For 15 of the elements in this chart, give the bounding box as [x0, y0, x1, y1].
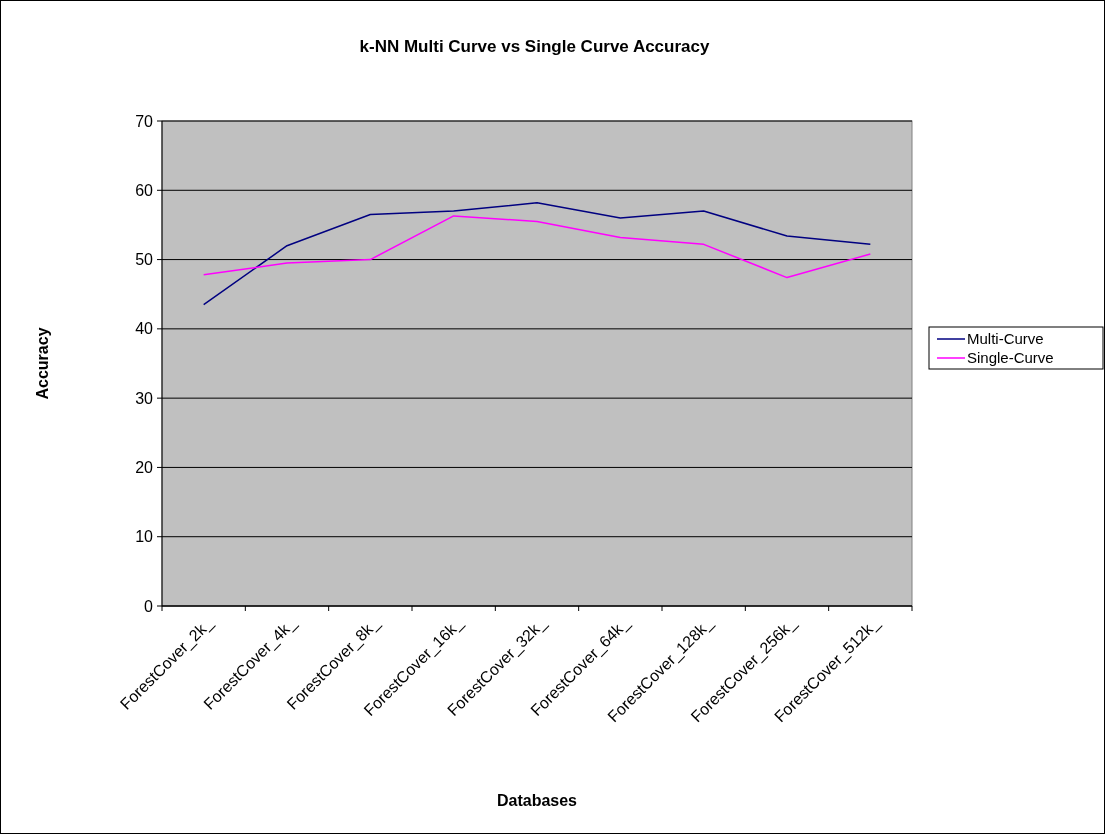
y-tick-label: 10 — [135, 528, 154, 546]
y-tick-label: 70 — [135, 112, 154, 130]
y-axis-title: Accuracy — [34, 327, 51, 400]
y-tick-label: 60 — [135, 181, 154, 199]
chart-title: k-NN Multi Curve vs Single Curve Accuracy — [359, 37, 710, 56]
y-tick-label: 20 — [135, 459, 154, 477]
line-series — [202, 215, 872, 279]
line-series — [202, 202, 872, 306]
y-tick-label: 50 — [135, 251, 154, 269]
legend-label: Multi-Curve — [967, 330, 1044, 348]
y-tick-label: 30 — [135, 389, 154, 407]
x-axis-title: Databases — [496, 792, 578, 809]
legend-label: Single-Curve — [967, 349, 1054, 367]
y-tick-label: 40 — [135, 320, 154, 338]
y-tick-label: 0 — [144, 597, 154, 615]
